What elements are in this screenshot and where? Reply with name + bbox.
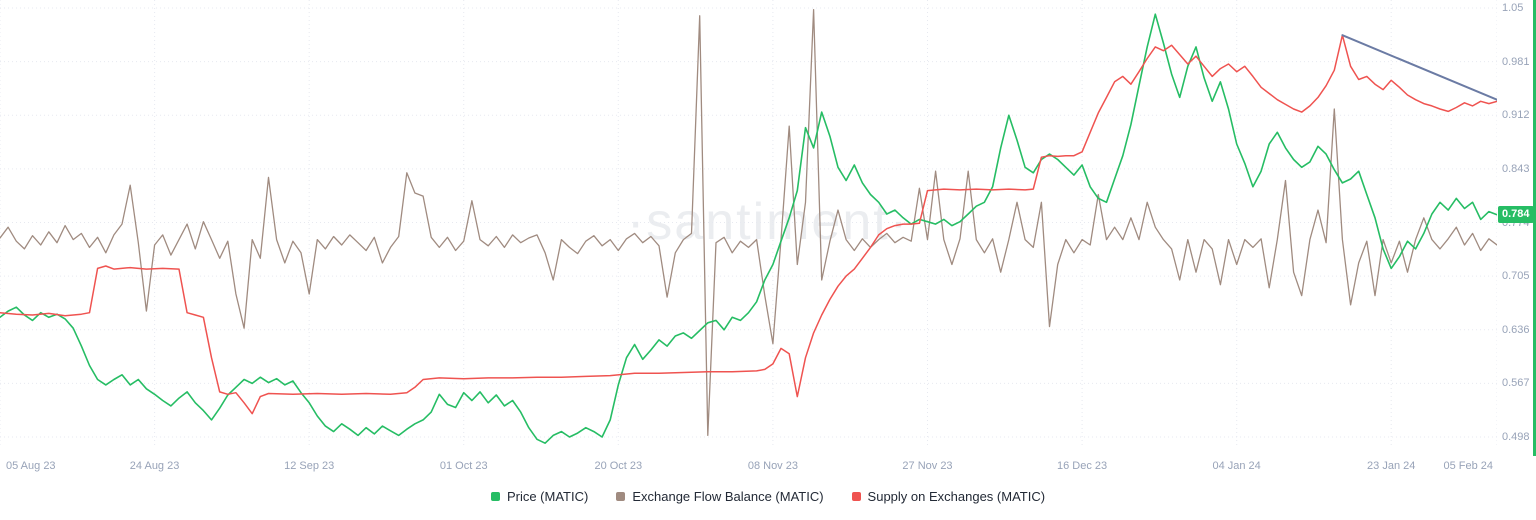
y-axis-tick-label: 0.636 bbox=[1502, 323, 1530, 336]
y-axis-tick-label: 0.843 bbox=[1502, 162, 1530, 175]
legend-swatch bbox=[851, 492, 861, 501]
chart-legend: Price (MATIC) Exchange Flow Balance (MATI… bbox=[0, 489, 1536, 504]
x-axis-tick-label: 20 Oct 23 bbox=[594, 460, 643, 472]
y-axis-tick-label: 1.05 bbox=[1502, 2, 1524, 14]
x-axis-tick-label: 16 Dec 23 bbox=[1056, 460, 1108, 472]
legend-item-exchange-flow-balance[interactable]: Exchange Flow Balance (MATIC) bbox=[616, 489, 824, 504]
x-axis-labels: 05 Aug 23 24 Aug 23 12 Sep 23 01 Oct 23 20 O… bbox=[0, 460, 1497, 476]
y-axis-tick-label: 0.498 bbox=[1502, 431, 1530, 443]
plot-svg[interactable] bbox=[0, 0, 1497, 455]
y-axis-tick-label: 0.705 bbox=[1502, 270, 1530, 283]
x-axis-tick-label: 04 Jan 24 bbox=[1212, 460, 1261, 472]
y-axis-labels: 1.050.9810.9120.8430.7740.7050.6360.5670… bbox=[1502, 2, 1530, 443]
x-axis-tick-label: 01 Oct 23 bbox=[439, 460, 488, 472]
y-axis-tick-label: 0.981 bbox=[1502, 55, 1530, 68]
x-axis-tick-label: 05 Feb 24 bbox=[1443, 460, 1493, 472]
y-axis-tick-label: 0.912 bbox=[1502, 109, 1530, 122]
x-axis-tick-label: 27 Nov 23 bbox=[902, 460, 953, 472]
right-edge-accent-bar bbox=[1533, 0, 1536, 456]
legend-swatch bbox=[490, 492, 500, 501]
y-axis-tick-label: 0.567 bbox=[1502, 377, 1530, 390]
x-axis-tick-label: 05 Aug 23 bbox=[6, 460, 56, 472]
legend-item-price[interactable]: Price (MATIC) bbox=[490, 489, 589, 504]
x-axis-tick-label: 08 Nov 23 bbox=[747, 460, 798, 472]
legend-item-supply-on-exchanges[interactable]: Supply on Exchanges (MATIC) bbox=[851, 489, 1046, 504]
legend-item-label: Price (MATIC) bbox=[506, 489, 589, 504]
x-axis-tick-label: 12 Sep 23 bbox=[284, 460, 335, 472]
legend-item-label: Exchange Flow Balance (MATIC) bbox=[632, 489, 824, 504]
x-axis-tick-label: 23 Jan 24 bbox=[1367, 460, 1416, 472]
legend-item-label: Supply on Exchanges (MATIC) bbox=[867, 489, 1046, 504]
x-axis-tick-label: 24 Aug 23 bbox=[129, 460, 180, 472]
price-badge: 0.784 bbox=[1498, 205, 1534, 223]
legend-swatch bbox=[616, 492, 626, 501]
